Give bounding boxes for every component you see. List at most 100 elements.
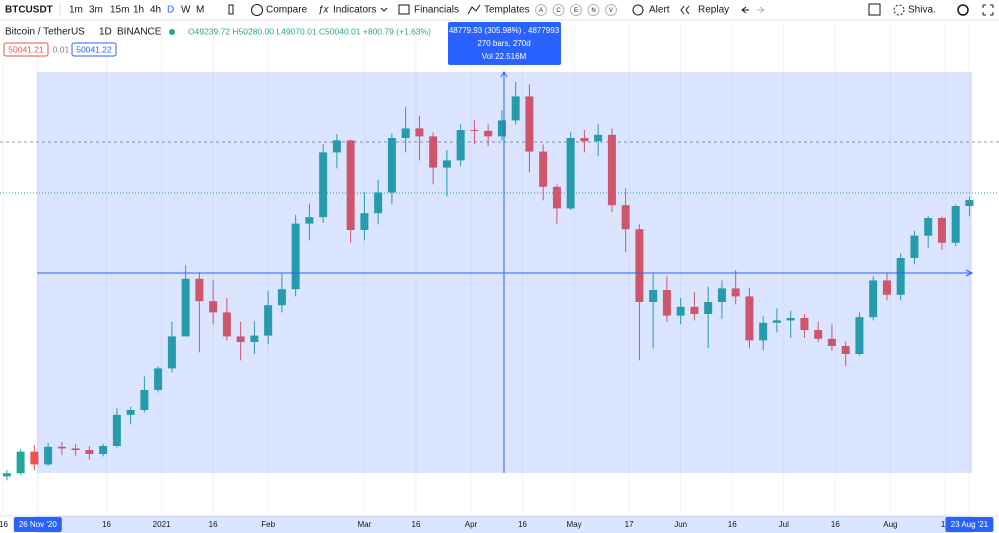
- candle-body: [126, 410, 135, 415]
- interval-button[interactable]: 4h: [150, 5, 161, 16]
- event-badge[interactable]: [570, 4, 582, 16]
- candle-body: [415, 128, 424, 137]
- compare-icon[interactable]: [251, 4, 263, 16]
- compare-button[interactable]: Compare: [266, 5, 308, 16]
- undo-icon[interactable]: [741, 6, 749, 14]
- candle-body: [759, 322, 768, 341]
- templates-icon[interactable]: [467, 4, 481, 15]
- candle-body: [951, 206, 960, 243]
- candle-body: [250, 335, 259, 342]
- interval-group: 1m 3m 15m 1h 4h D W M: [69, 5, 204, 16]
- candle-body: [112, 414, 121, 446]
- replay-button[interactable]: Replay: [698, 5, 729, 16]
- candle-body: [401, 128, 410, 138]
- interval-button[interactable]: 3m: [89, 5, 103, 16]
- candle-body: [745, 296, 754, 341]
- market-status: [169, 29, 175, 35]
- financials-icon[interactable]: [398, 4, 410, 15]
- interval-button[interactable]: M: [196, 5, 204, 16]
- measure-arrow: [500, 71, 508, 78]
- event-badge-label[interactable]: N: [591, 8, 595, 14]
- layout-icon[interactable]: [868, 3, 881, 16]
- candle-body: [621, 205, 630, 230]
- x-tick-label: Apr: [465, 520, 478, 529]
- buy-tag[interactable]: [71, 42, 117, 57]
- buy-price[interactable]: 50041.22: [76, 44, 112, 54]
- candle-body: [332, 140, 341, 153]
- ohlc-values: O49239.72 H50280.00 L49070.01 C50040.01 …: [188, 26, 431, 36]
- candle-body: [236, 336, 245, 342]
- candle-body: [264, 305, 273, 336]
- interval-button[interactable]: 1m: [69, 5, 83, 16]
- candle-body: [497, 120, 506, 137]
- candle-body: [305, 217, 314, 224]
- x-tick-highlight: [13, 517, 62, 532]
- measure-text: 48779.93 (305.98%) , 4877993: [449, 26, 560, 35]
- x-tick-label: 16: [728, 520, 737, 529]
- dropdown-arrow[interactable]: [380, 7, 388, 12]
- candle-body: [99, 446, 108, 454]
- settings-icon[interactable]: [957, 4, 969, 16]
- candle-body: [442, 160, 451, 168]
- indicators-button[interactable]: Indicators: [333, 5, 376, 16]
- interval-button[interactable]: 15m: [110, 5, 129, 16]
- financials-button[interactable]: Financials: [414, 5, 459, 16]
- event-badge-label[interactable]: V: [609, 8, 613, 14]
- templates-button[interactable]: Templates: [484, 5, 530, 16]
- candle-body: [57, 446, 66, 449]
- x-tick-label: 16: [102, 520, 111, 529]
- symbol[interactable]: BTCUSDT: [5, 5, 53, 16]
- candle-body: [566, 138, 575, 209]
- candle-body: [731, 288, 740, 297]
- candle-body: [429, 136, 438, 168]
- event-badge-label[interactable]: A: [539, 8, 543, 14]
- event-badge-label[interactable]: E: [574, 8, 578, 14]
- fullscreen-icon[interactable]: [982, 4, 994, 16]
- candle-body: [717, 288, 726, 302]
- alert-icon[interactable]: [632, 4, 644, 16]
- event-badge[interactable]: [587, 4, 600, 16]
- candle-body: [140, 390, 149, 410]
- candle-body: [484, 130, 493, 137]
- indicators-icon[interactable]: ƒx: [318, 5, 330, 16]
- candle-body: [676, 306, 685, 316]
- event-badge[interactable]: [552, 4, 565, 16]
- candle-icon[interactable]: [228, 4, 234, 15]
- candle-body: [690, 306, 699, 314]
- x-tick-label: 16: [209, 520, 218, 529]
- time-axis: [0, 516, 999, 533]
- event-badge-label[interactable]: C: [556, 8, 561, 14]
- event-badge[interactable]: [535, 4, 547, 16]
- interval-button[interactable]: W: [181, 5, 191, 16]
- x-tick-label: 26 Nov '20: [19, 520, 58, 529]
- replay-icon[interactable]: [680, 5, 690, 15]
- user-menu[interactable]: Shiva.: [908, 5, 936, 16]
- alert-button[interactable]: Alert: [649, 5, 670, 16]
- x-tick-label: 23 Aug '21: [951, 520, 989, 529]
- interval-button[interactable]: D: [167, 5, 174, 16]
- interval-button[interactable]: 1h: [133, 5, 144, 16]
- event-badge[interactable]: [605, 4, 617, 16]
- sell-price[interactable]: 50041.21: [8, 44, 44, 54]
- candle-body: [937, 218, 946, 243]
- legend-exchange: BINANCE: [117, 27, 162, 38]
- user-icon[interactable]: [893, 4, 905, 16]
- time-axis-range: [37, 516, 972, 533]
- candle-body: [30, 451, 39, 465]
- candle-body: [965, 200, 974, 206]
- redo-icon[interactable]: [757, 6, 765, 14]
- candle-body: [71, 448, 80, 450]
- candle-body: [704, 302, 713, 314]
- candle-body: [360, 213, 369, 230]
- candle-body: [16, 451, 25, 474]
- candle-body: [552, 186, 561, 209]
- candle-body: [539, 151, 548, 187]
- x-tick-label: Jun: [674, 520, 687, 529]
- candle-body: [827, 338, 836, 346]
- candle-body: [594, 134, 603, 142]
- sell-tag[interactable]: [3, 42, 49, 57]
- x-tick-highlight: [945, 517, 994, 532]
- candle-body: [525, 96, 534, 152]
- x-tick-label: Mar: [358, 520, 372, 529]
